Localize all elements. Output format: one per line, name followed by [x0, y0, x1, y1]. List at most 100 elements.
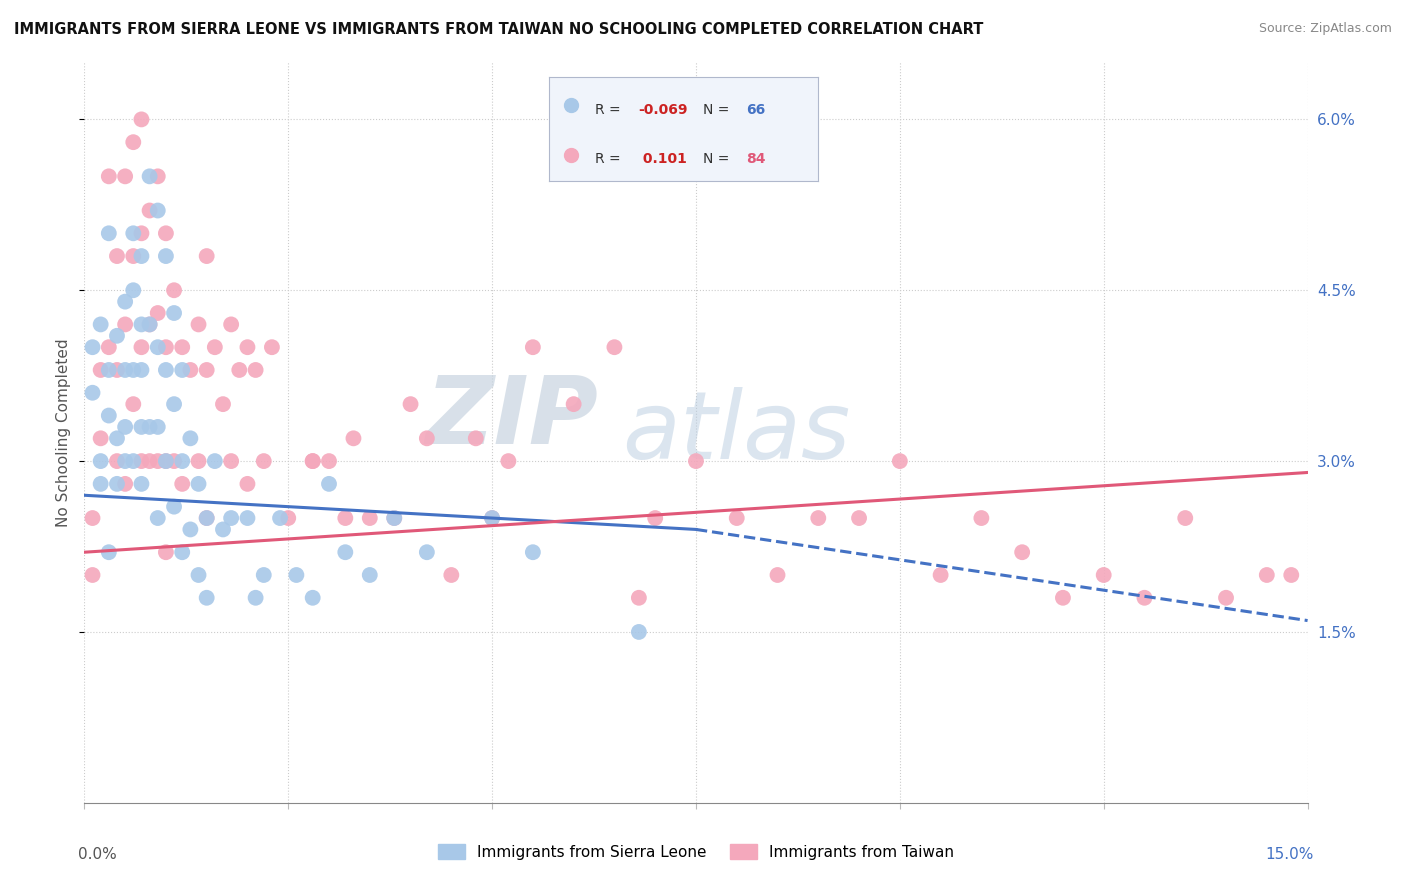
Point	[1279, 568, 1302, 582]
Point	[155, 227, 177, 241]
Point	[342, 431, 364, 445]
Point	[522, 545, 544, 559]
Text: atlas: atlas	[623, 387, 851, 478]
Point	[97, 340, 120, 354]
Point	[579, 78, 602, 93]
Point	[131, 363, 153, 377]
Point	[725, 511, 748, 525]
Point	[90, 454, 112, 468]
Point	[90, 476, 112, 491]
Point	[970, 511, 993, 525]
Point	[90, 431, 112, 445]
Point	[146, 511, 169, 525]
Point	[131, 454, 153, 468]
Point	[172, 545, 194, 559]
Point	[90, 363, 112, 377]
Point	[285, 568, 308, 582]
Point	[155, 340, 177, 354]
Point	[1174, 511, 1197, 525]
Point	[187, 454, 209, 468]
Point	[97, 363, 120, 377]
Point	[105, 476, 128, 491]
Point	[146, 340, 169, 354]
Point	[195, 363, 218, 377]
Point	[301, 454, 323, 468]
Point	[146, 454, 169, 468]
Point	[212, 523, 235, 537]
Point	[122, 397, 145, 411]
Point	[440, 568, 463, 582]
Point	[131, 340, 153, 354]
Point	[195, 591, 218, 605]
Point	[204, 340, 226, 354]
Point	[172, 476, 194, 491]
Point	[138, 203, 160, 218]
Point	[766, 568, 789, 582]
Point	[114, 454, 136, 468]
Point	[155, 249, 177, 263]
Point	[114, 318, 136, 332]
Y-axis label: No Schooling Completed: No Schooling Completed	[56, 338, 72, 527]
Point	[318, 454, 340, 468]
Point	[138, 318, 160, 332]
Point	[195, 511, 218, 525]
Point	[138, 454, 160, 468]
Point	[603, 340, 626, 354]
Point	[236, 511, 259, 525]
Point	[163, 454, 186, 468]
Text: ZIP: ZIP	[425, 372, 598, 464]
Point	[929, 568, 952, 582]
Point	[236, 476, 259, 491]
Point	[82, 568, 104, 582]
Point	[90, 318, 112, 332]
Point	[172, 454, 194, 468]
Point	[848, 511, 870, 525]
Point	[122, 135, 145, 149]
Point	[219, 511, 242, 525]
Text: 0.0%: 0.0%	[79, 847, 117, 863]
Point	[105, 363, 128, 377]
Point	[146, 306, 169, 320]
Point	[481, 511, 503, 525]
Point	[807, 511, 830, 525]
Point	[97, 169, 120, 184]
Point	[131, 318, 153, 332]
Point	[163, 306, 186, 320]
Text: Source: ZipAtlas.com: Source: ZipAtlas.com	[1258, 22, 1392, 36]
Point	[627, 591, 650, 605]
Point	[627, 624, 650, 639]
Point	[498, 454, 520, 468]
Point	[105, 431, 128, 445]
Point	[416, 545, 439, 559]
Point	[1215, 591, 1237, 605]
Point	[236, 340, 259, 354]
Point	[105, 249, 128, 263]
Point	[204, 454, 226, 468]
Point	[138, 420, 160, 434]
Point	[269, 511, 291, 525]
Point	[245, 363, 267, 377]
Point	[114, 169, 136, 184]
Text: 15.0%: 15.0%	[1265, 847, 1313, 863]
Point	[1052, 591, 1074, 605]
Point	[359, 568, 381, 582]
Point	[114, 363, 136, 377]
Point	[163, 283, 186, 297]
Point	[97, 545, 120, 559]
Point	[195, 511, 218, 525]
Point	[114, 294, 136, 309]
Point	[82, 511, 104, 525]
Text: IMMIGRANTS FROM SIERRA LEONE VS IMMIGRANTS FROM TAIWAN NO SCHOOLING COMPLETED CO: IMMIGRANTS FROM SIERRA LEONE VS IMMIGRAN…	[14, 22, 983, 37]
Point	[187, 568, 209, 582]
Point	[1133, 591, 1156, 605]
Point	[122, 227, 145, 241]
Point	[131, 420, 153, 434]
Point	[219, 318, 242, 332]
Point	[382, 511, 405, 525]
Point	[131, 112, 153, 127]
Point	[114, 476, 136, 491]
Point	[359, 511, 381, 525]
Point	[122, 454, 145, 468]
Point	[122, 283, 145, 297]
Point	[122, 363, 145, 377]
